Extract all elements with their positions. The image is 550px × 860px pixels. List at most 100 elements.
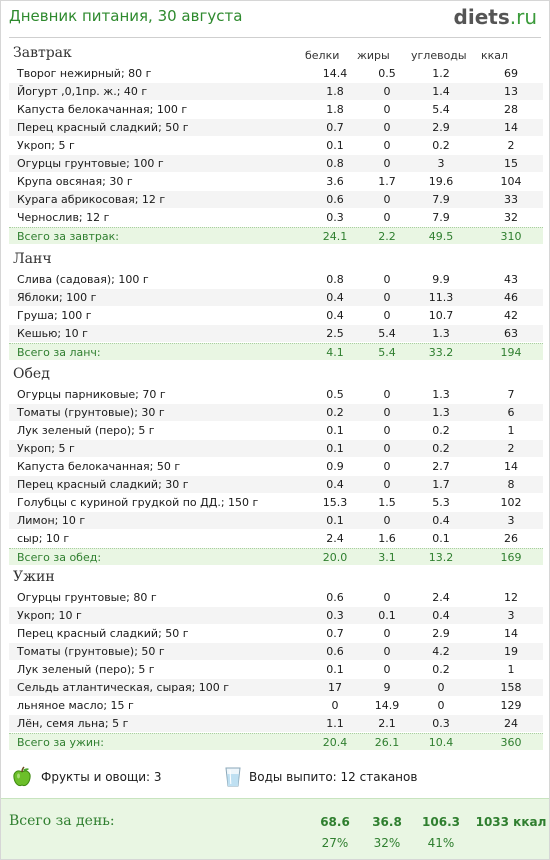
food-row[interactable]: Сельдь атлантическая, сырая; 100 г 17 9 0 15…: [9, 679, 543, 697]
food-row[interactable]: Огурцы грунтовые; 100 г 0.8 0 3 15: [9, 155, 543, 173]
food-row[interactable]: Курага абрикосовая; 12 г 0.6 0 7.9 33: [9, 191, 543, 209]
day-total-label: Всего за день:: [9, 813, 115, 829]
apple-icon: [13, 766, 31, 787]
food-row[interactable]: Творог нежирный; 80 г 14.4 0.5 1.2 69: [9, 65, 543, 83]
food-row[interactable]: Чернослив; 12 г 0.3 0 7.9 32: [9, 209, 543, 227]
food-kcal: 6: [507, 406, 515, 419]
food-kcal: 43: [504, 273, 518, 286]
food-row[interactable]: Груша; 100 г 0.4 0 10.7 42: [9, 307, 543, 325]
food-row[interactable]: Томаты (грунтовые); 30 г 0.2 0 1.3 6: [9, 404, 543, 422]
food-row[interactable]: сыр; 10 г 2.4 1.6 0.1 26: [9, 530, 543, 548]
meal-total-protein: 24.1: [322, 230, 348, 243]
food-name: Йогурт ,0,1пр. ж.; 40 г: [17, 85, 148, 98]
food-row[interactable]: Укроп; 10 г 0.3 0.1 0.4 3: [9, 607, 543, 625]
food-kcal: 24: [504, 717, 518, 730]
food-row[interactable]: Крупа овсяная; 30 г 3.6 1.7 19.6 104: [9, 173, 543, 191]
food-row[interactable]: Укроп; 5 г 0.1 0 0.2 2: [9, 440, 543, 458]
food-carbs: 1.3: [432, 388, 450, 401]
food-row[interactable]: Слива (садовая); 100 г 0.8 0 9.9 43: [9, 271, 543, 289]
food-carbs: 1.2: [432, 67, 450, 80]
food-row[interactable]: Огурцы парниковые; 70 г 0.5 0 1.3 7: [9, 386, 543, 404]
food-row[interactable]: Йогурт ,0,1пр. ж.; 40 г 1.8 0 1.4 13: [9, 83, 543, 101]
meal-section: Ланч Слива (садовая); 100 г 0.8 0 9.9 43 Яблок…: [9, 251, 543, 361]
food-row[interactable]: Лимон; 10 г 0.1 0 0.4 3: [9, 512, 543, 530]
day-total: Всего за день: 68.6 36.8 106.3 1033 ккал…: [1, 798, 549, 859]
meal-total-fat: 2.2: [378, 230, 396, 243]
food-protein: 0.4: [326, 309, 344, 322]
food-carbs: 2.9: [432, 627, 450, 640]
food-fat: 0: [383, 645, 391, 658]
food-row[interactable]: Перец красный сладкий; 50 г 0.7 0 2.9 14: [9, 625, 543, 643]
meal-total-row: Всего за ланч: 4.1 5.4 33.2 194: [9, 343, 543, 361]
food-carbs: 0.3: [432, 717, 450, 730]
food-name: Перец красный сладкий; 50 г: [17, 627, 189, 640]
header-divider: [9, 37, 541, 38]
page-title: Дневник питания, 30 августа: [9, 7, 243, 25]
food-carbs: 0: [437, 699, 445, 712]
meal-total-carbs: 49.5: [428, 230, 454, 243]
food-fat: 9: [383, 681, 391, 694]
food-kcal: 42: [504, 309, 518, 322]
food-kcal: 102: [500, 496, 522, 509]
meal-total-label: Всего за ужин:: [17, 736, 104, 749]
food-row[interactable]: Огурцы грунтовые; 80 г 0.6 0 2.4 12: [9, 589, 543, 607]
food-protein: 0.7: [326, 121, 344, 134]
food-row[interactable]: Перец красный сладкий; 50 г 0.7 0 2.9 14: [9, 119, 543, 137]
food-row[interactable]: Яблоки; 100 г 0.4 0 11.3 46: [9, 289, 543, 307]
food-protein: 1.8: [326, 85, 344, 98]
food-protein: 0.4: [326, 291, 344, 304]
food-fat: 0: [383, 193, 391, 206]
food-name: Лимон; 10 г: [17, 514, 86, 527]
food-name: Укроп; 10 г: [17, 609, 82, 622]
food-name: Груша; 100 г: [17, 309, 92, 322]
meal-total-label: Всего за завтрак:: [17, 230, 120, 243]
food-kcal: 2: [507, 442, 515, 455]
meal-section: Завтрак белки жиры углеводы ккал Творог нежир…: [9, 45, 543, 245]
food-protein: 0.6: [326, 591, 344, 604]
food-carbs: 2.7: [432, 460, 450, 473]
food-row[interactable]: Перец красный сладкий; 30 г 0.4 0 1.7 8: [9, 476, 543, 494]
food-protein: 1.1: [326, 717, 344, 730]
food-carbs: 4.2: [432, 645, 450, 658]
day-carbs-pct: 41%: [427, 836, 455, 850]
food-protein: 0.1: [326, 514, 344, 527]
food-kcal: 32: [504, 211, 518, 224]
food-kcal: 7: [507, 388, 515, 401]
food-kcal: 8: [507, 478, 515, 491]
food-row[interactable]: Томаты (грунтовые); 50 г 0.6 0 4.2 19: [9, 643, 543, 661]
meal-total-kcal: 360: [500, 736, 522, 749]
meal-total-fat: 5.4: [378, 346, 396, 359]
meal-header: Завтрак белки жиры углеводы ккал: [9, 45, 543, 65]
column-header-kcal: ккал: [481, 49, 509, 62]
food-fat: 0: [383, 406, 391, 419]
food-protein: 0.3: [326, 211, 344, 224]
food-row[interactable]: Лён, семя льна; 5 г 1.1 2.1 0.3 24: [9, 715, 543, 733]
food-protein: 0.8: [326, 157, 344, 170]
food-fat: 0: [383, 388, 391, 401]
food-carbs: 1.3: [432, 406, 450, 419]
food-carbs: 7.9: [432, 193, 450, 206]
food-carbs: 0.4: [432, 609, 450, 622]
food-protein: 0.9: [326, 460, 344, 473]
food-kcal: 14: [504, 121, 518, 134]
food-protein: 3.6: [326, 175, 344, 188]
meal-total-carbs: 13.2: [428, 551, 454, 564]
food-row[interactable]: льняное масло; 15 г 0 14.9 0 129: [9, 697, 543, 715]
food-protein: 15.3: [322, 496, 348, 509]
food-kcal: 3: [507, 514, 515, 527]
food-row[interactable]: Укроп; 5 г 0.1 0 0.2 2: [9, 137, 543, 155]
food-row[interactable]: Голубцы с куриной грудкой по ДД.; 150 г 1…: [9, 494, 543, 512]
food-row[interactable]: Лук зеленый (перо); 5 г 0.1 0 0.2 1: [9, 422, 543, 440]
food-name: льняное масло; 15 г: [17, 699, 134, 712]
meal-total-protein: 20.4: [322, 736, 348, 749]
site-logo[interactable]: diets.ru: [454, 5, 537, 29]
day-fat-pct: 32%: [373, 836, 401, 850]
food-kcal: 104: [500, 175, 522, 188]
meal-title: Ужин: [13, 569, 55, 585]
food-row[interactable]: Кешью; 10 г 2.5 5.4 1.3 63: [9, 325, 543, 343]
food-row[interactable]: Капуста белокачанная; 50 г 0.9 0 2.7 14: [9, 458, 543, 476]
food-row[interactable]: Капуста белокачанная; 100 г 1.8 0 5.4 28: [9, 101, 543, 119]
food-fat: 0: [383, 460, 391, 473]
food-fat: 0: [383, 627, 391, 640]
food-row[interactable]: Лук зеленый (перо); 5 г 0.1 0 0.2 1: [9, 661, 543, 679]
